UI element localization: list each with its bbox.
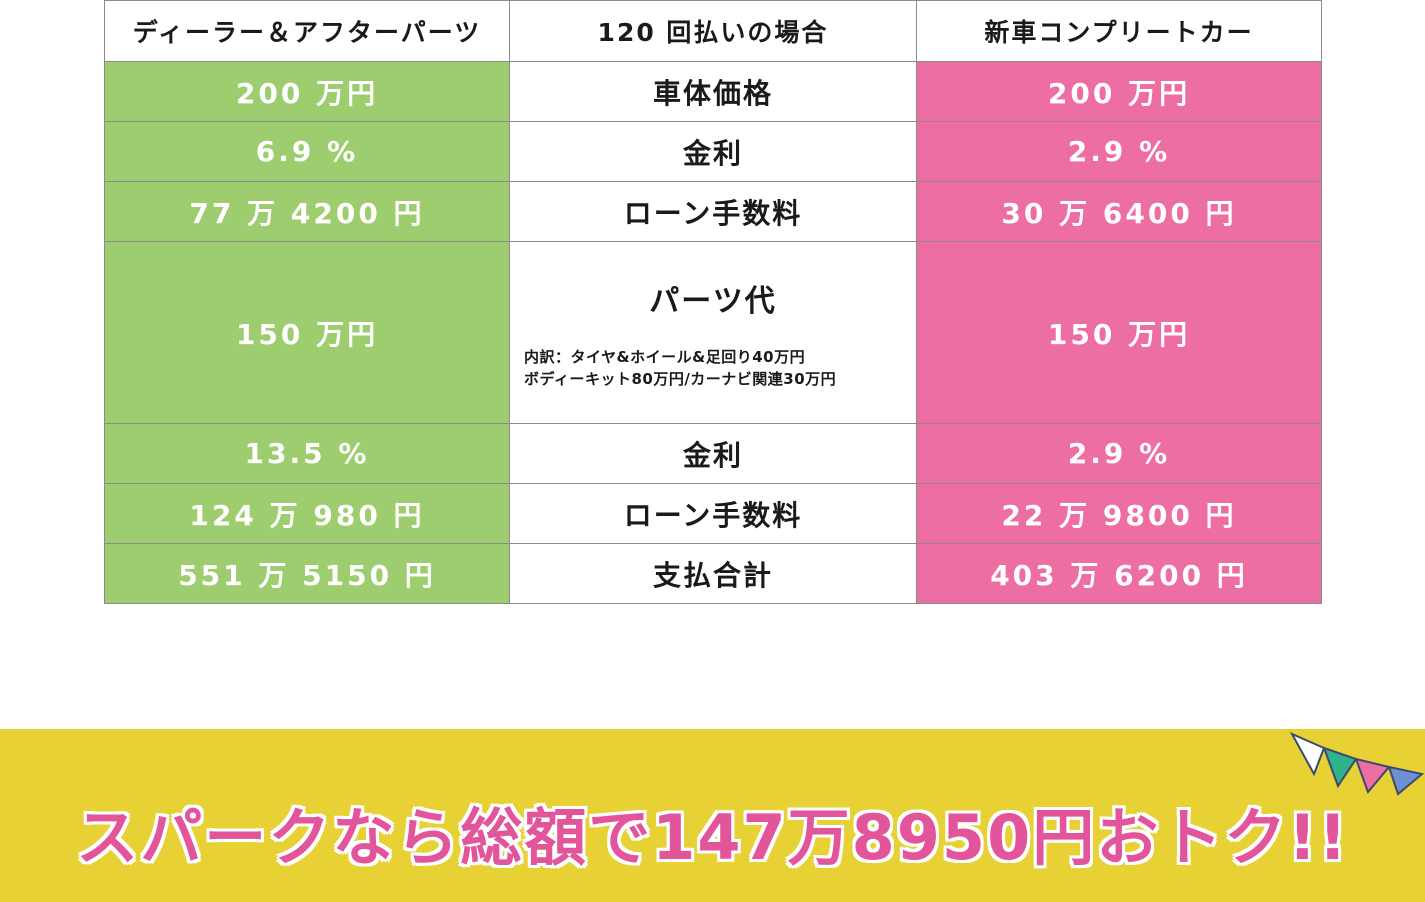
savings-banner: スパークなら総額で147万8950円おトク!! <box>0 729 1425 902</box>
savings-headline: スパークなら総額で147万8950円おトク!! <box>76 801 1349 874</box>
complete-car-value: 2.9 % <box>916 423 1322 484</box>
table-row: 124 万 980 円 ローン手数料 22 万 9800 円 <box>104 483 1322 544</box>
dealer-value: 200 万円 <box>104 61 510 122</box>
table-row: 551 万 5150 円 支払合計 403 万 6200 円 <box>104 543 1322 604</box>
dealer-value: 6.9 % <box>104 121 510 182</box>
dealer-value: 13.5 % <box>104 423 510 484</box>
row-label: ローン手数料 <box>509 483 917 544</box>
comparison-table: ディーラー＆アフターパーツ 120 回払いの場合 新車コンプリートカー 200 … <box>104 0 1322 604</box>
dealer-value: 551 万 5150 円 <box>104 543 510 604</box>
complete-car-value: 22 万 9800 円 <box>916 483 1322 544</box>
table-row: 13.5 % 金利 2.9 % <box>104 423 1322 484</box>
complete-car-value: 30 万 6400 円 <box>916 181 1322 242</box>
complete-car-value: 2.9 % <box>916 121 1322 182</box>
row-label: 支払合計 <box>509 543 917 604</box>
table-row: 77 万 4200 円 ローン手数料 30 万 6400 円 <box>104 181 1322 242</box>
header-installments: 120 回払いの場合 <box>509 0 917 62</box>
header-dealer: ディーラー＆アフターパーツ <box>104 0 510 62</box>
parts-cell: パーツ代 内訳：タイヤ&ホイール&足回り40万円 ボディーキット80万円/カーナ… <box>509 241 917 424</box>
dealer-value: 124 万 980 円 <box>104 483 510 544</box>
row-label: パーツ代 <box>649 283 777 319</box>
header-row: ディーラー＆アフターパーツ 120 回払いの場合 新車コンプリートカー <box>104 0 1322 62</box>
dealer-value: 77 万 4200 円 <box>104 181 510 242</box>
complete-car-value: 150 万円 <box>916 241 1322 424</box>
bunting-flags-icon <box>1289 731 1425 796</box>
parts-breakdown-line: 内訳：タイヤ&ホイール&足回り40万円 <box>524 347 806 366</box>
row-label: ローン手数料 <box>509 181 917 242</box>
table-row: 150 万円 パーツ代 内訳：タイヤ&ホイール&足回り40万円 ボディーキット8… <box>104 241 1322 424</box>
table-row: 6.9 % 金利 2.9 % <box>104 121 1322 182</box>
complete-car-value: 200 万円 <box>916 61 1322 122</box>
parts-breakdown-line: ボディーキット80万円/カーナビ関連30万円 <box>524 369 837 388</box>
row-label: 車体価格 <box>509 61 917 122</box>
row-label: 金利 <box>509 121 917 182</box>
comparison-table-wrap: ディーラー＆アフターパーツ 120 回払いの場合 新車コンプリートカー 200 … <box>104 0 1322 606</box>
row-label: 金利 <box>509 423 917 484</box>
complete-car-value: 403 万 6200 円 <box>916 543 1322 604</box>
header-complete-car: 新車コンプリートカー <box>916 0 1322 62</box>
table-row: 200 万円 車体価格 200 万円 <box>104 61 1322 122</box>
dealer-value: 150 万円 <box>104 241 510 424</box>
